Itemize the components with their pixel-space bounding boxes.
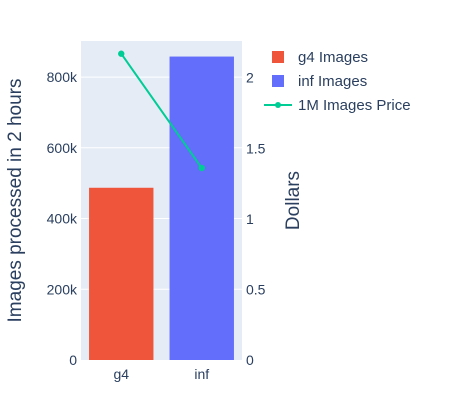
price-line [118,50,205,172]
legend-item[interactable]: inf Images [272,73,367,90]
y-tick-label: 200k [47,281,78,297]
y-tick-label: 400k [47,211,78,227]
price-line-path [120,53,203,169]
legend-label: inf Images [298,73,367,90]
legend-marker [275,102,281,108]
legend-item[interactable]: 1M Images Price [264,97,411,114]
legend-label: 1M Images Price [298,97,411,114]
x-tick-label-inf: inf [194,366,209,382]
legend-label: g4 Images [298,49,368,66]
price-point-g4 [118,50,125,57]
legend-item[interactable]: g4 Images [272,49,368,66]
y2-axis-title: Dollars [283,171,304,230]
bar-inf [169,56,234,360]
y-axis-ticks: 0 200k 400k 600k 800k [47,69,78,368]
y2-tick-label: 0 [246,352,254,368]
x-axis-ticks: g4 inf [113,366,209,382]
legend: g4 Images inf Images 1M Images Price [264,49,411,114]
legend-swatch [272,75,284,87]
x-tick-label-g4: g4 [113,366,129,382]
y2-tick-label: 1.5 [246,140,266,156]
y2-tick-label: 2 [246,70,254,86]
price-point-inf [198,164,205,172]
y-tick-label: 800k [47,69,78,85]
legend-swatch [272,51,284,63]
y2-tick-label: 1 [246,211,254,227]
y2-axis-ticks: 0 0.5 1 1.5 2 [246,70,266,368]
y-tick-label: 0 [69,352,77,368]
bar-g4 [89,187,154,360]
y2-tick-label: 0.5 [246,281,266,297]
y-tick-label: 600k [47,140,78,156]
y-axis-title: Images processed in 2 hours [5,79,26,323]
bars [89,56,234,360]
